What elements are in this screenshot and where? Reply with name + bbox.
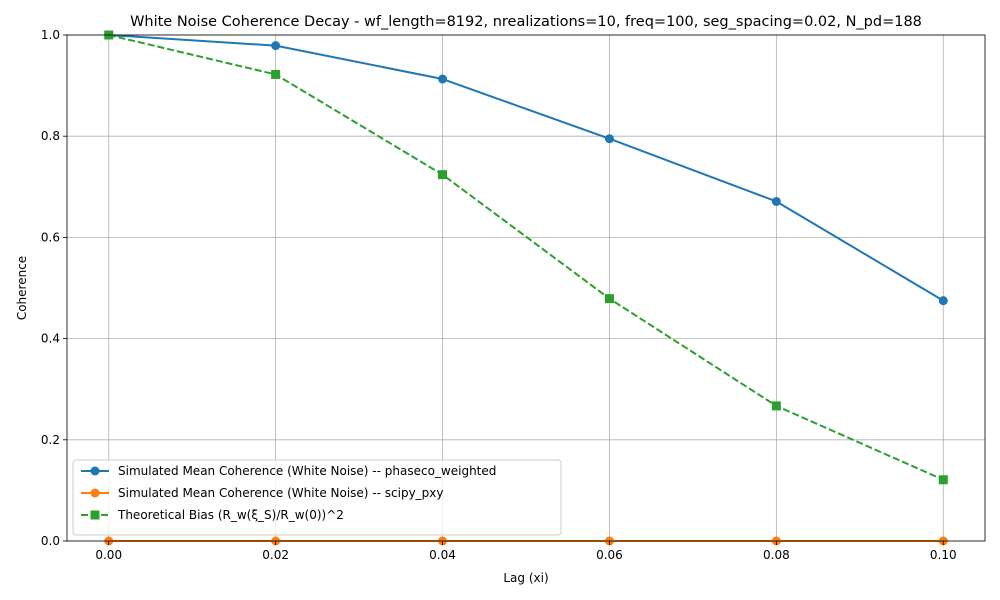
y-tick-label: 0.6 xyxy=(41,230,60,244)
ticks: 0.00 0.02 0.04 0.06 0.08 0.10 0.0 0.2 0.4 0.6 0.8 1… xyxy=(41,28,957,562)
series-line xyxy=(108,34,944,302)
data-point xyxy=(438,170,448,180)
series-3 xyxy=(104,30,948,485)
legend-entry-1: Simulated Mean Coherence (White Noise) -… xyxy=(81,464,496,478)
chart-title: White Noise Coherence Decay - wf_length=… xyxy=(130,14,922,30)
y-tick-label: 0.4 xyxy=(41,332,60,346)
legend-label: Theoretical Bias (R_w(ξ_S)/R_w(0))^2 xyxy=(117,508,344,522)
legend-box xyxy=(72,459,562,536)
series-1 xyxy=(104,30,948,306)
data-point xyxy=(604,294,614,304)
plot-frame xyxy=(66,34,986,542)
data-point xyxy=(271,69,281,79)
legend-entry-2: Simulated Mean Coherence (White Noise) -… xyxy=(81,486,444,500)
data-point xyxy=(438,74,448,84)
y-axis-label: Coherence xyxy=(15,256,29,320)
data-point xyxy=(938,475,948,485)
legend-entry-3: Theoretical Bias (R_w(ξ_S)/R_w(0))^2 xyxy=(81,508,344,522)
data-point xyxy=(271,41,281,51)
x-axis-label: Lag (xi) xyxy=(503,571,548,585)
x-tick-label: 0.02 xyxy=(262,548,289,562)
x-tick-label: 0.04 xyxy=(429,548,456,562)
data-point xyxy=(604,134,614,144)
y-tick-label: 0.0 xyxy=(41,534,60,548)
legend-marker xyxy=(90,510,100,520)
x-tick-label: 0.08 xyxy=(763,548,790,562)
data-point xyxy=(938,296,948,306)
y-tick-label: 1.0 xyxy=(41,28,60,42)
y-tick-label: 0.2 xyxy=(41,433,60,447)
data-point xyxy=(771,196,781,206)
data-point xyxy=(771,401,781,411)
series-line xyxy=(108,34,944,481)
y-tick-label: 0.8 xyxy=(41,129,60,143)
legend-marker xyxy=(90,488,100,498)
legend: Simulated Mean Coherence (White Noise) -… xyxy=(72,459,562,536)
x-tick-label: 0.10 xyxy=(930,548,957,562)
legend-label: Simulated Mean Coherence (White Noise) -… xyxy=(118,464,496,478)
legend-marker xyxy=(90,466,100,476)
x-tick-label: 0.06 xyxy=(596,548,623,562)
legend-label: Simulated Mean Coherence (White Noise) -… xyxy=(118,486,444,500)
x-tick-label: 0.00 xyxy=(95,548,122,562)
